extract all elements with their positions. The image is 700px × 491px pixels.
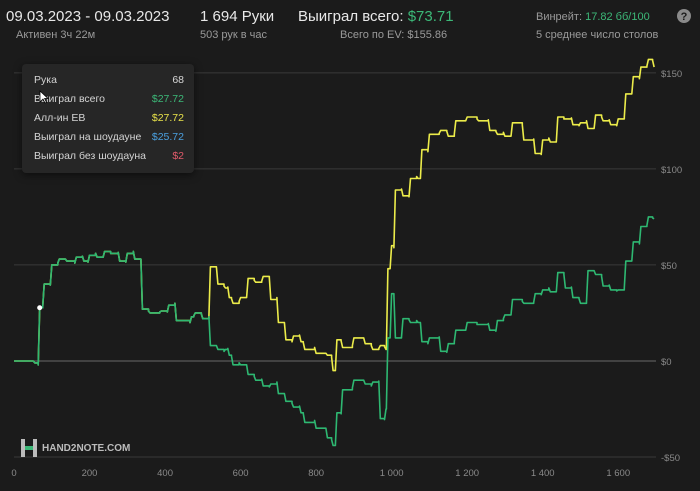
winrate-label: Винрейт:	[536, 11, 583, 23]
mouse-cursor-icon	[39, 90, 49, 104]
series-line-green	[14, 216, 655, 447]
brand-logo: HAND2NOTE.COM	[20, 438, 130, 460]
won-total-value: $73.71	[407, 8, 454, 25]
tooltip-row: Выиграл без шоудауна $2	[34, 150, 184, 166]
date-range: 09.03.2023 - 09.03.2023	[6, 8, 170, 25]
hand-tooltip: Рука 68 Выиграл всего $27.72 Алл-ин EB $27.72…	[22, 64, 194, 173]
tooltip-row-value: $27.72	[151, 93, 184, 105]
ev-total: Всего по EV: $155.86	[340, 29, 448, 41]
hands-per-hour: 503 рук в час	[200, 29, 268, 41]
tooltip-row: Алл-ин EB $27.72	[34, 112, 184, 128]
x-tick-label: 800	[308, 468, 324, 479]
x-tick-label: 200	[82, 468, 98, 479]
tooltip-row-value: 68	[172, 74, 184, 86]
question-circle-icon[interactable]: ?	[676, 8, 692, 29]
active-time: Активен 3ч 22м	[16, 29, 96, 41]
stats-header: 09.03.2023 - 09.03.2023 Активен 3ч 22м 1…	[0, 0, 700, 44]
x-tick-label: 0	[11, 468, 16, 479]
x-tick-label: 400	[157, 468, 173, 479]
winrate: Винрейт: 17.82 бб/100	[536, 11, 650, 23]
tooltip-row-value: $2	[172, 150, 184, 162]
won-total-label: Выиграл всего:	[298, 8, 404, 25]
x-tick-label: 1 600	[606, 468, 630, 479]
hand2note-logo-icon	[21, 439, 37, 457]
tooltip-row-label: Рука	[34, 74, 57, 86]
winrate-value: 17.82 бб/100	[585, 11, 650, 23]
tooltip-row: Выиграл на шоудауне $25.72	[34, 131, 184, 147]
tooltip-row: Рука 68	[34, 74, 184, 90]
y-tick-label: $0	[661, 357, 672, 368]
hands-count: 1 694 Руки	[200, 8, 275, 25]
y-tick-label: $150	[661, 69, 682, 80]
tooltip-row: Выиграл всего $27.72	[34, 93, 184, 109]
tooltip-row-label: Выиграл на шоудауне	[34, 131, 142, 143]
x-tick-label: 1 400	[531, 468, 555, 479]
winnings-chart[interactable]: $150 $100 $50 $0 -$50 0 200 400 600 800 1 000 1 200…	[0, 44, 700, 491]
logo-text: HAND2NOTE.COM	[42, 443, 131, 454]
x-tick-label: 1 200	[455, 468, 479, 479]
won-total: Выиграл всего: $73.71	[298, 8, 454, 25]
y-tick-label: $50	[661, 261, 677, 272]
tooltip-row-label: Алл-ин EB	[34, 112, 86, 124]
tables-average: 5 среднее число столов	[536, 29, 659, 41]
y-tick-label: $100	[661, 165, 682, 176]
tooltip-row-label: Выиграл без шоудауна	[34, 150, 146, 162]
x-tick-label: 600	[233, 468, 249, 479]
x-tick-label: 1 000	[380, 468, 404, 479]
tooltip-row-value: $25.72	[151, 131, 184, 143]
y-tick-label: -$50	[661, 453, 680, 464]
tooltip-row-value: $27.72	[151, 112, 184, 124]
hover-marker	[37, 305, 43, 311]
svg-text:?: ?	[681, 11, 688, 23]
tooltip-row-label: Выиграл всего	[34, 93, 105, 105]
